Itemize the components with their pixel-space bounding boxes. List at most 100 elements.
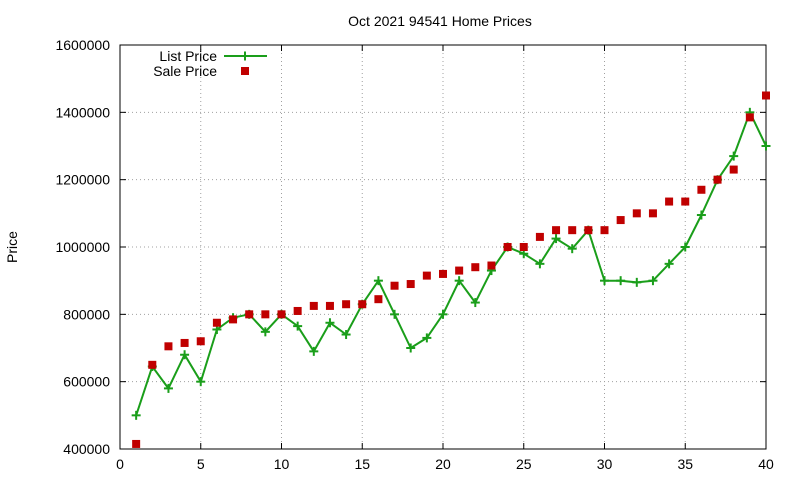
y-tick-label: 1200000 (55, 172, 110, 188)
list-price-point (341, 330, 351, 340)
sale-price-point (745, 113, 754, 122)
legend: List Price Sale Price (153, 48, 267, 79)
x-tick-label: 15 (354, 456, 370, 472)
list-price-point (390, 309, 400, 319)
y-tick-label: 400000 (63, 441, 110, 457)
y-tick-labels: 400000 600000 800000 1000000 1200000 1400000 1… (55, 37, 110, 457)
list-price-point (131, 410, 141, 420)
list-price-point (616, 276, 626, 286)
list-price-point (406, 343, 416, 353)
legend-marker-sale-price (241, 67, 249, 75)
sale-price-point (374, 295, 383, 304)
sale-price-point (762, 91, 770, 100)
x-tick-label: 5 (197, 456, 205, 472)
sale-price-point (471, 263, 480, 272)
sale-price-point (439, 269, 447, 278)
sale-price-point (681, 197, 690, 206)
x-tick-label: 20 (435, 456, 451, 472)
sale-price-point (245, 310, 254, 319)
legend-label-list-price: List Price (159, 48, 217, 64)
list-price-point (761, 141, 771, 151)
sale-price-point (293, 306, 302, 315)
sale-price-point (729, 165, 738, 174)
list-price-point (680, 242, 690, 252)
x-tick-labels: 0 5 10 15 20 25 30 35 40 (116, 456, 774, 472)
sale-price-point (665, 197, 674, 206)
list-price-point (729, 151, 739, 161)
list-price-point (422, 333, 432, 343)
sale-price-point (552, 226, 561, 235)
sale-price-point (697, 185, 706, 194)
sale-price-point (358, 300, 367, 309)
list-price-point (632, 277, 642, 287)
sale-price-point (325, 301, 334, 310)
x-tick-label: 10 (274, 456, 290, 472)
list-price-point (648, 276, 658, 286)
legend-swatch-list-price (224, 51, 267, 61)
sale-price-point (519, 243, 528, 251)
sale-price-point (648, 209, 657, 218)
sale-price-point (632, 209, 641, 218)
list-price-point (309, 346, 319, 356)
sale-price-point (196, 337, 205, 346)
sale-price-point (164, 342, 173, 351)
list-price-point (180, 350, 190, 360)
axis-ticks (119, 44, 767, 450)
list-price-point (163, 383, 173, 393)
legend-swatch-sale-price (241, 67, 249, 75)
sale-price-point (390, 281, 399, 290)
x-tick-label: 25 (516, 456, 532, 472)
legend-label-sale-price: Sale Price (153, 63, 217, 79)
list-price-line (135, 111, 767, 416)
list-price-point (438, 309, 448, 319)
sale-price-point (180, 338, 189, 347)
legend-marker-list-price (240, 51, 250, 61)
x-tick-label: 40 (758, 456, 774, 472)
x-tick-label: 35 (677, 456, 693, 472)
sale-price-point (309, 301, 318, 310)
grid (120, 45, 766, 449)
list-price-point (535, 259, 545, 269)
sale-price-point (406, 280, 415, 289)
x-tick-label: 0 (116, 456, 124, 472)
chart-title: Oct 2021 94541 Home Prices (348, 13, 532, 29)
y-tick-label: 1400000 (55, 104, 110, 120)
sale-price-point (487, 261, 496, 270)
sale-price-point (212, 318, 221, 327)
sale-price-point (229, 315, 238, 324)
sale-price-point (261, 310, 270, 319)
list-price-point (551, 234, 561, 244)
list-price-point (260, 327, 270, 337)
list-price-point (696, 210, 706, 220)
list-price-point (664, 259, 674, 269)
y-tick-label: 600000 (63, 374, 110, 390)
sale-price-point (503, 243, 512, 251)
series-list-price (131, 107, 771, 420)
series (131, 91, 771, 448)
sale-price-point (132, 439, 141, 448)
y-tick-label: 1600000 (55, 37, 110, 53)
y-axis-label: Price (4, 231, 20, 263)
sale-price-point (422, 271, 431, 280)
sale-price-point (713, 175, 722, 184)
sale-price-point (568, 226, 577, 235)
list-price-point (454, 276, 464, 286)
list-price-point (196, 377, 206, 387)
sale-price-point (600, 226, 609, 235)
sale-price-point (277, 310, 286, 319)
sale-price-point (616, 216, 625, 225)
sale-price-point (342, 300, 351, 309)
list-price-point (325, 318, 335, 328)
y-tick-label: 800000 (63, 306, 110, 322)
list-price-point (600, 276, 609, 286)
list-price-point (470, 298, 480, 308)
x-tick-label: 30 (597, 456, 613, 472)
list-price-point (567, 244, 577, 254)
list-price-point (373, 276, 383, 286)
list-price-point (293, 321, 303, 331)
sale-price-point (535, 232, 544, 241)
sale-price-point (148, 360, 157, 369)
sale-price-point (584, 226, 593, 235)
